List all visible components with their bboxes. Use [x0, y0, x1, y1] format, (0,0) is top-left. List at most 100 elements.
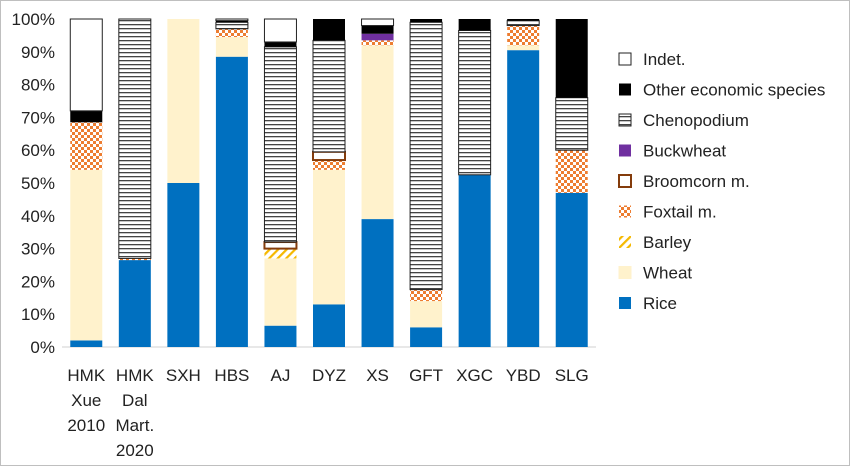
bar-segment	[410, 289, 443, 302]
legend-label: Rice	[643, 294, 677, 313]
bar-segment	[458, 19, 491, 31]
legend: Indet. Other economic species Chenopodium B…	[618, 50, 825, 313]
x-tick-label: XGC	[456, 366, 493, 385]
bar-segment	[313, 169, 345, 305]
bar-stack	[361, 18, 395, 347]
legend-swatch	[619, 236, 631, 248]
legend-label: Buckwheat	[643, 142, 726, 161]
bar-segment	[507, 25, 540, 46]
bar-segment	[215, 37, 248, 57]
legend-swatch	[618, 174, 632, 188]
bar-segment	[264, 248, 297, 259]
bar-segment	[555, 150, 588, 193]
bar-segment	[263, 18, 297, 43]
legend-item: Buckwheat	[619, 142, 726, 161]
y-tick-label: 0%	[30, 338, 55, 357]
x-tick-label: Dal	[122, 391, 148, 410]
bar-segment	[361, 18, 395, 27]
y-tick-label: 60%	[21, 141, 55, 160]
legend-swatch	[619, 297, 631, 309]
bar-segment	[215, 56, 248, 347]
bar-segment	[118, 18, 152, 259]
legend-item: Wheat	[618, 264, 692, 283]
legend-label: Barley	[643, 233, 692, 252]
bar-segment	[118, 260, 151, 347]
legend-item: Rice	[619, 294, 677, 313]
legend-swatch	[619, 205, 631, 218]
bar-segment	[167, 183, 200, 347]
bar-segment	[313, 304, 345, 347]
bar-segment	[264, 258, 297, 326]
x-tick-label: GFT	[409, 366, 443, 385]
y-tick-label: 10%	[21, 305, 55, 324]
x-tick-label: Xue	[71, 391, 101, 410]
bar-segment	[458, 29, 492, 176]
legend-item: Barley	[619, 233, 692, 252]
x-tick-label: SXH	[166, 366, 201, 385]
x-axis-labels: HMK Xue 2010 HMK Dal Mart. 2020 SXH HBS AJ DYZ XS GF…	[67, 366, 588, 460]
bar-segment	[215, 20, 248, 23]
bar-segment	[263, 241, 298, 250]
legend-item: Indet.	[618, 50, 686, 69]
bar-segment	[215, 18, 249, 22]
bars	[69, 18, 589, 347]
bar-segment	[555, 97, 589, 151]
bar-stack	[263, 18, 298, 347]
legend-item: Foxtail m.	[619, 203, 717, 222]
bar-segment	[263, 46, 297, 243]
y-tick-label: 90%	[21, 43, 55, 62]
bar-segment	[264, 325, 297, 347]
bar-segment	[361, 40, 394, 46]
bar-segment	[215, 21, 249, 30]
bar-segment	[70, 110, 103, 123]
bar-segment	[361, 33, 394, 41]
legend-item: Other economic species	[619, 81, 825, 100]
y-tick-label: 40%	[21, 207, 55, 226]
bar-segment	[312, 150, 346, 162]
bar-segment	[70, 340, 103, 347]
x-tick-label: YBD	[506, 366, 541, 385]
legend-swatch	[619, 144, 631, 157]
bar-stack	[506, 19, 540, 347]
bar-segment	[409, 21, 443, 291]
bar-segment	[70, 169, 103, 341]
y-axis-ticks: 0% 10% 20% 30% 40% 50% 60% 70% 80% 90% 100%	[12, 10, 55, 357]
legend-label: Foxtail m.	[643, 203, 717, 222]
bar-segment	[361, 25, 394, 34]
bar-segment	[555, 192, 588, 347]
y-tick-label: 50%	[21, 174, 55, 193]
bar-stack	[409, 19, 443, 347]
bar-segment	[70, 122, 103, 170]
legend-label: Broomcorn m.	[643, 172, 750, 191]
legend-label: Wheat	[643, 264, 692, 283]
bar-segment	[215, 28, 248, 38]
bar-segment	[313, 19, 345, 41]
legend-item: Broomcorn m.	[618, 172, 750, 191]
bar-segment	[507, 50, 540, 347]
bar-segment	[312, 39, 346, 153]
bar-segment	[313, 160, 345, 170]
x-tick-label: Mart.	[115, 416, 154, 435]
x-tick-label: DYZ	[312, 366, 346, 385]
bar-segment	[361, 219, 394, 347]
x-tick-label: XS	[366, 366, 389, 385]
x-tick-label: 2010	[67, 416, 105, 435]
bar-stack	[69, 18, 103, 347]
bar-segment	[118, 258, 151, 261]
y-tick-label: 20%	[21, 272, 55, 291]
bar-stack	[215, 18, 249, 347]
legend-swatch	[618, 266, 632, 279]
bar-segment	[167, 19, 200, 183]
y-tick-label: 70%	[21, 108, 55, 127]
legend-label: Chenopodium	[643, 111, 749, 130]
x-tick-label: HMK	[67, 366, 105, 385]
x-tick-label: SLG	[555, 366, 589, 385]
bar-segment	[69, 18, 103, 112]
legend-swatch	[618, 52, 632, 66]
legend-item: Chenopodium	[618, 111, 749, 130]
bar-segment	[555, 19, 588, 98]
bar-segment	[507, 19, 540, 21]
bar-segment	[410, 327, 443, 347]
bar-segment	[264, 41, 297, 47]
